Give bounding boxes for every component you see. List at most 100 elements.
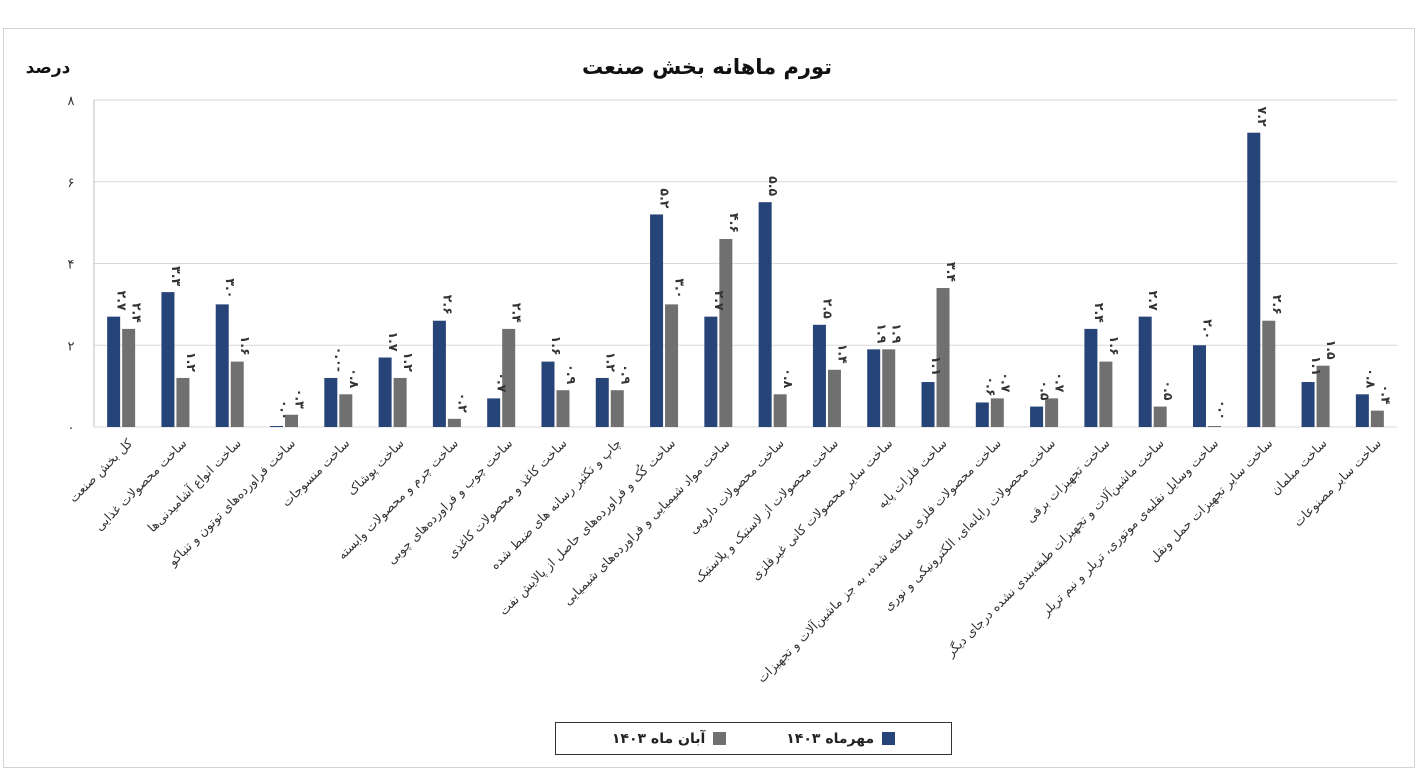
data-label-series-2: ۰.۰: [1215, 400, 1230, 420]
y-tick-label: ۰: [68, 421, 75, 436]
legend-item-series-1: مهرماه ۱۴۰۳: [786, 730, 896, 747]
bar-series-2: [1099, 361, 1113, 427]
data-label-series-2: ۰.۴: [1378, 385, 1393, 405]
data-label-series-1: ۰.۰: [278, 400, 293, 420]
bar-series-1: [1084, 328, 1098, 427]
legend-label: مهرماه ۱۴۰۳: [786, 730, 875, 747]
bar-series-1: [595, 377, 609, 427]
data-label-series-2: ۰.۹: [564, 364, 579, 384]
data-labels: ۲.۷۲.۴۳.۳۱.۲۳.۰۱.۶۰.۰۰.۳۰.۰-۰.۸۱.۷۱.۲۲.۶…: [115, 107, 1394, 420]
bar-series-2: [665, 304, 679, 427]
bar-series-2: [882, 349, 896, 427]
data-label-series-2: ۰.۸: [781, 368, 796, 388]
bar-series-2: [502, 328, 516, 427]
bar-series-1: [432, 320, 446, 427]
data-label-series-2: ۰.۳: [293, 389, 308, 409]
y-tick-label: ۶: [68, 176, 75, 191]
bar-series-2: [1262, 320, 1276, 427]
bar-series-1: [541, 361, 555, 427]
data-label-series-2: ۳.۴: [944, 262, 959, 282]
bar-series-1: [487, 398, 501, 427]
data-label-series-2: ۱.۲: [184, 352, 199, 372]
bar-series-1: [324, 377, 338, 427]
data-label-series-2: ۱.۶: [238, 336, 253, 356]
data-label-series-1: ۱.۱: [929, 356, 944, 376]
data-label-series-1: ۲.۷: [1146, 291, 1161, 311]
legend: مهرماه ۱۴۰۳ آبان ماه ۱۴۰۳: [555, 722, 952, 755]
legend-label: آبان ماه ۱۴۰۳: [611, 730, 706, 747]
data-label-series-2: ۰.۷: [998, 372, 1013, 392]
bar-series-2: [1045, 398, 1059, 427]
bar-series-1: [758, 202, 772, 427]
y-tick-label: ۴: [68, 258, 75, 273]
bar-series-1: [704, 316, 718, 427]
x-tick-label: ساخت انواع آشامیدنی‌ها: [144, 436, 244, 536]
bar-series-2: [393, 377, 407, 427]
bar-series-2: [1316, 365, 1330, 427]
data-label-series-1: ۲.۰: [1200, 319, 1215, 339]
data-label-series-2: ۰.۹: [618, 364, 633, 384]
bar-series-1: [1247, 132, 1261, 427]
bar-series-1: [161, 292, 175, 427]
data-label-series-2: ۱.۴: [835, 344, 850, 364]
data-label-series-2: ۳.۰: [673, 278, 688, 298]
data-label-series-1: ۰.۷: [495, 372, 510, 392]
data-label-series-1: ۱.۶: [549, 336, 564, 356]
data-label-series-1: ۷.۲: [1255, 107, 1270, 127]
bar-series-1: [812, 324, 826, 427]
bar-series-2: [610, 390, 624, 427]
y-axis-ticks: ۰ ۲ ۴ ۶ ۸: [68, 94, 75, 436]
bar-series-2: [990, 398, 1004, 427]
data-label-series-1: ۱.۲: [603, 352, 618, 372]
bars: [107, 132, 1384, 427]
bar-series-1: [1138, 316, 1152, 427]
data-label-series-1: ۰.۸: [1363, 368, 1378, 388]
bar-series-1: [270, 426, 284, 427]
data-label-series-2: ۱.۲: [401, 352, 416, 372]
data-label-series-2: ۰.۸: [347, 368, 362, 388]
data-label-series-2: ۰.۵: [1161, 381, 1176, 401]
x-tick-label: ساخت محصولات دارویی: [686, 436, 788, 538]
data-label-series-2: ۰.۷: [1053, 372, 1068, 392]
data-label-series-1: ۰.۰-: [332, 347, 347, 372]
data-label-series-1: ۵.۲: [658, 188, 673, 208]
legend-swatch: [882, 732, 896, 745]
data-label-series-2: ۴.۶: [727, 213, 742, 233]
bar-series-2: [1153, 406, 1167, 427]
data-label-series-1: ۲.۶: [440, 295, 455, 315]
bar-series-1: [1192, 345, 1206, 427]
bar-series-2: [719, 238, 733, 427]
bar-series-2: [556, 390, 570, 427]
y-tick-label: ۸: [68, 94, 75, 109]
bar-series-2: [122, 328, 136, 427]
data-label-series-1: ۲.۷: [115, 291, 130, 311]
bar-series-2: [285, 414, 299, 427]
bar-series-1: [1301, 382, 1315, 427]
data-label-series-1: ۳.۰: [223, 278, 238, 298]
chart-title: تورم ماهانه بخش صنعت: [582, 55, 832, 79]
bar-series-1: [1030, 406, 1044, 427]
bar-series-2: [230, 361, 244, 427]
bar-series-1: [107, 316, 121, 427]
bar-series-1: [650, 214, 664, 427]
bar-series-2: [339, 394, 353, 427]
data-label-series-1: ۱.۱: [1309, 356, 1324, 376]
bar-series-1: [975, 402, 989, 427]
bar-series-1: [921, 382, 935, 427]
data-label-series-1: ۲.۵: [820, 299, 835, 319]
bar-series-1: [867, 349, 881, 427]
data-label-series-2: ۱.۹: [890, 323, 905, 343]
data-label-series-2: ۱.۵: [1324, 340, 1339, 360]
legend-item-series-2: آبان ماه ۱۴۰۳: [611, 730, 727, 747]
legend-swatch: [713, 732, 727, 745]
gridlines: [93, 99, 1397, 428]
data-label-series-2: ۱.۶: [1107, 336, 1122, 356]
y-tick-label: ۲: [68, 339, 75, 354]
data-label-series-1: ۰.۶: [983, 376, 998, 396]
data-label-series-1: ۳.۳: [169, 266, 184, 286]
data-label-series-2: ۰.۲: [455, 393, 470, 413]
data-label-series-1: ۱.۹: [875, 323, 890, 343]
data-label-series-1: ۱.۷: [386, 331, 401, 351]
